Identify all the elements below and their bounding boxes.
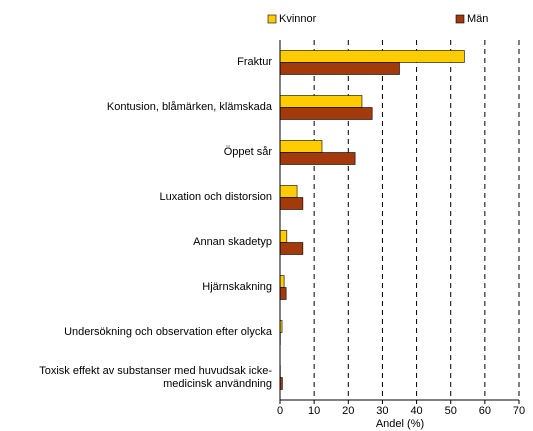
x-tick-label: 0 bbox=[277, 405, 283, 417]
bar bbox=[279, 140, 323, 153]
legend-label: Kvinnor bbox=[279, 13, 317, 25]
x-tick-label: 20 bbox=[342, 405, 354, 417]
legend-swatch bbox=[267, 14, 277, 24]
category-label: Hjärnskakning bbox=[202, 281, 272, 293]
category-label: Undersökning och observation efter olyck… bbox=[64, 326, 272, 338]
category-label: Toxisk effekt av substanser med huvudsak… bbox=[39, 364, 272, 390]
category-label: Annan skadetyp bbox=[193, 236, 272, 248]
bar bbox=[279, 275, 285, 288]
legend-swatch bbox=[455, 14, 465, 24]
bar bbox=[279, 287, 287, 300]
x-tick-label: 30 bbox=[376, 405, 388, 417]
category-label: Kontusion, blåmärken, klämskada bbox=[106, 101, 272, 113]
category-label: Luxation och distorsion bbox=[159, 191, 272, 203]
bar bbox=[279, 62, 400, 75]
bar bbox=[279, 242, 304, 255]
x-tick-label: 70 bbox=[513, 405, 525, 417]
legend-label: Män bbox=[467, 13, 488, 25]
bar bbox=[279, 95, 363, 108]
bar bbox=[279, 107, 373, 120]
bar bbox=[279, 230, 288, 243]
bar bbox=[279, 185, 298, 198]
x-tick-label: 10 bbox=[308, 405, 320, 417]
x-axis-label: Andel (%) bbox=[376, 418, 424, 430]
x-tick-label: 40 bbox=[410, 405, 422, 417]
category-label: Öppet sår bbox=[223, 146, 272, 158]
category-label: Fraktur bbox=[237, 56, 272, 68]
x-tick-label: 60 bbox=[479, 405, 491, 417]
bar bbox=[279, 197, 304, 210]
bar bbox=[279, 50, 465, 63]
bar bbox=[279, 152, 356, 165]
x-tick-label: 50 bbox=[445, 405, 457, 417]
